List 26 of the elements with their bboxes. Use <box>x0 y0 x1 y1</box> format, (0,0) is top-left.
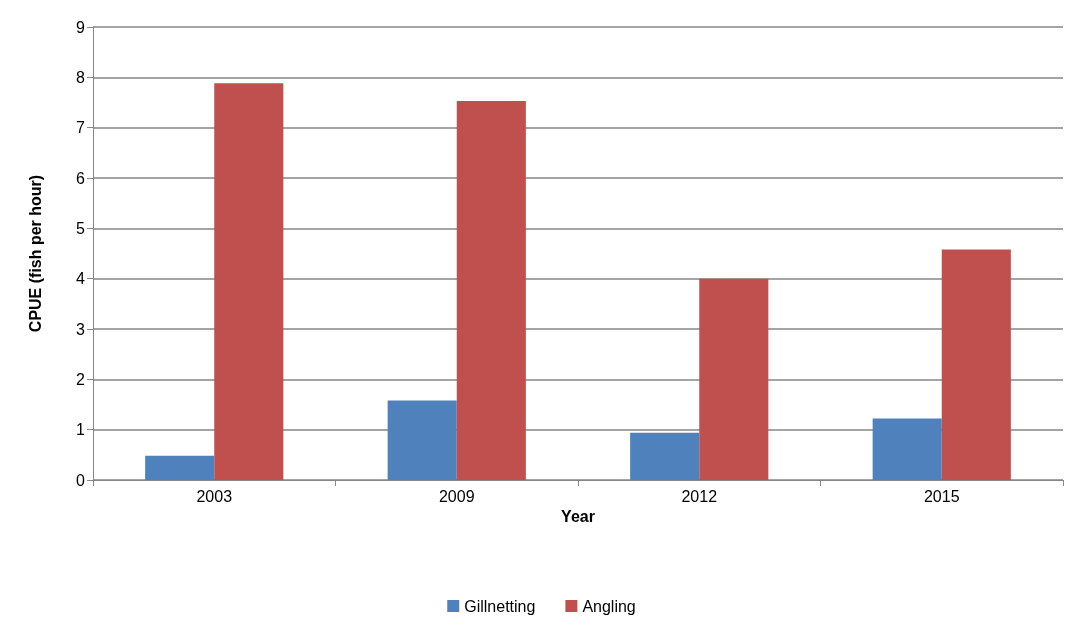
y-tick-label: 9 <box>76 18 86 36</box>
y-tick-label: 8 <box>76 68 86 86</box>
legend-label: Gillnetting <box>464 597 536 615</box>
y-tick-label: 3 <box>76 320 86 338</box>
bar <box>872 418 942 480</box>
y-tick-label: 2 <box>76 370 86 388</box>
bar <box>941 249 1011 480</box>
y-tick-label: 4 <box>76 270 86 288</box>
y-tick-label: 5 <box>76 219 86 237</box>
legend-label: Angling <box>582 597 636 615</box>
bar <box>630 432 700 480</box>
bar <box>456 100 526 480</box>
bar <box>387 400 457 480</box>
y-tick-label: 0 <box>76 471 86 489</box>
bar <box>214 83 284 480</box>
x-tick-label: 2015 <box>923 487 960 505</box>
x-tick-label: 2009 <box>438 487 475 505</box>
x-axis-title: Year <box>561 508 595 526</box>
x-tick-label: 2003 <box>196 487 233 505</box>
x-tick-label: 2012 <box>681 487 718 505</box>
y-tick-label: 6 <box>76 169 86 187</box>
y-axis-title: CPUE (fish per hour) <box>26 174 44 333</box>
bar <box>699 278 769 480</box>
bar <box>145 455 215 480</box>
y-tick-label: 7 <box>76 119 86 137</box>
y-tick-label: 1 <box>76 421 86 439</box>
